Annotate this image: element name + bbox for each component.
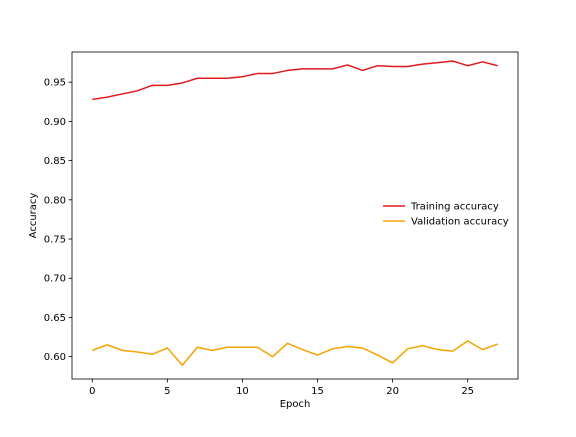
x-tick-label: 15 xyxy=(311,386,324,397)
x-tick-label: 0 xyxy=(89,386,95,397)
y-tick-label: 0.95 xyxy=(44,78,66,89)
y-tick-label: 0.75 xyxy=(44,235,66,246)
y-tick-label: 0.70 xyxy=(44,274,66,285)
y-tick-label: 0.90 xyxy=(44,117,66,128)
y-tick-label: 0.80 xyxy=(44,195,66,206)
y-tick-label: 0.85 xyxy=(44,156,66,167)
x-tick-label: 25 xyxy=(461,386,474,397)
x-axis-label: Epoch xyxy=(280,399,311,410)
y-axis-label: Accuracy xyxy=(28,193,39,239)
legend-label-validation: Validation accuracy xyxy=(411,217,509,228)
y-tick-label: 0.65 xyxy=(44,313,66,324)
legend-label-training: Training accuracy xyxy=(410,202,499,213)
x-tick-label: 20 xyxy=(386,386,399,397)
x-tick-label: 5 xyxy=(164,386,170,397)
y-tick-label: 0.60 xyxy=(44,352,66,363)
x-tick-label: 10 xyxy=(236,386,249,397)
